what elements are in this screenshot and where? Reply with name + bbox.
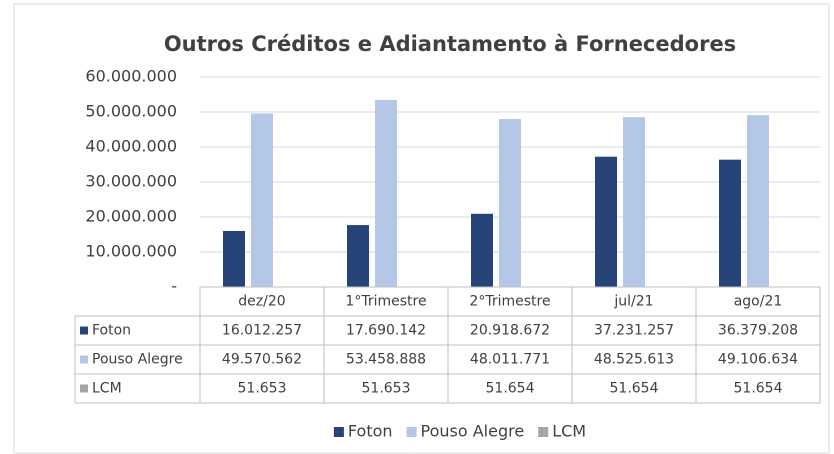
table-value: 48.525.613 [594,352,674,368]
chart-title: Outros Créditos e Adiantamento à Fornece… [164,32,736,56]
bar [251,113,273,287]
table-value: 20.918.672 [470,323,550,339]
table-value: 53.458.888 [346,352,426,368]
table-value: 36.379.208 [718,323,798,339]
table-value: 49.106.634 [718,352,798,368]
table-value: 17.690.142 [346,323,426,339]
bar [719,159,741,287]
y-tick-label: - [171,277,177,296]
x-tick-label: jul/21 [613,294,653,310]
bar [223,230,245,287]
table-value: 51.654 [610,381,659,397]
table-legend-key [80,326,88,335]
bar [595,156,617,287]
x-tick-label: 2°Trimestre [469,294,550,310]
x-tick-label: dez/20 [238,294,285,310]
legend-key [406,427,417,437]
table-value: 51.653 [362,381,411,397]
table-legend-key [80,384,88,393]
x-tick-label: ago/21 [734,294,783,310]
y-tick-label: 30.000.000 [85,172,177,191]
y-tick-label: 10.000.000 [85,242,177,261]
y-tick-label: 20.000.000 [85,207,177,226]
table-value: 16.012.257 [222,323,302,339]
table-value: 51.654 [734,381,783,397]
bar [471,213,493,287]
bar [747,115,769,288]
bar [499,118,521,287]
y-tick-label: 50.000.000 [85,102,177,121]
legend-label: LCM [552,422,586,441]
chart-frame [13,3,830,454]
table-series-name: LCM [92,381,122,397]
legend-key [538,427,549,437]
y-tick-label: 40.000.000 [85,137,177,156]
table-series-name: Foton [92,323,131,339]
table-value: 51.653 [238,381,287,397]
legend-label: Foton [348,422,393,441]
table-value: 48.011.771 [470,352,550,368]
y-tick-label: 60.000.000 [85,67,177,86]
table-legend-key [80,355,88,364]
bar [623,117,645,287]
table-value: 37.231.257 [594,323,674,339]
legend-key [333,427,344,437]
bar [375,99,397,287]
table-value: 49.570.562 [222,352,302,368]
bar [347,225,369,287]
legend-label: Pouso Alegre [421,422,525,441]
table-series-name: Pouso Alegre [92,352,183,368]
x-tick-label: 1°Trimestre [345,294,426,310]
table-value: 51.654 [486,381,535,397]
